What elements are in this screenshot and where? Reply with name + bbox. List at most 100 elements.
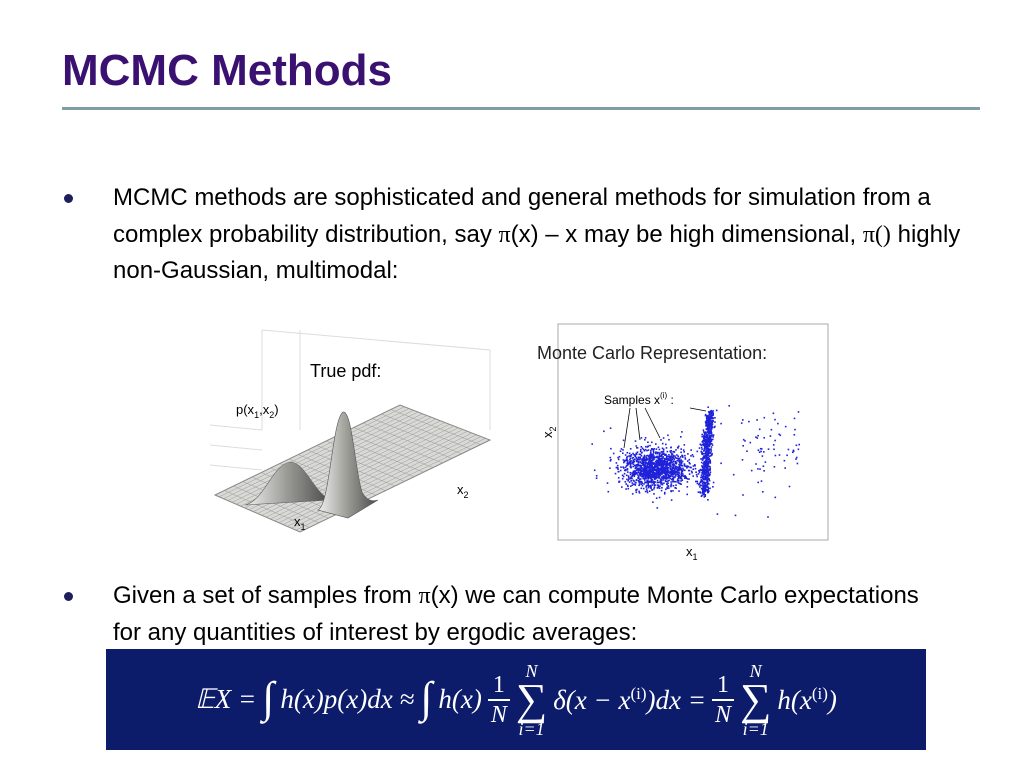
sample-point: [631, 482, 634, 484]
sample-point: [672, 471, 675, 473]
sample-point: [647, 441, 649, 443]
sample-point: [659, 485, 661, 487]
sample-point: [666, 461, 668, 464]
sample-point: [680, 463, 682, 466]
math: )dx =: [646, 684, 706, 715]
sample-point: [764, 461, 767, 463]
sample-point: [694, 465, 696, 467]
sample-point: [706, 418, 708, 421]
sample-point: [609, 460, 612, 462]
sample-point: [702, 443, 704, 446]
sample-point: [659, 478, 662, 480]
sample-point: [632, 465, 634, 468]
sample-point: [703, 435, 705, 437]
sample-point: [702, 471, 704, 473]
sample-point: [658, 451, 660, 454]
sample-point: [707, 499, 709, 501]
sample-point: [680, 477, 683, 480]
sample-point: [712, 481, 715, 484]
bullet-text: MCMC methods are sophisticated and gener…: [113, 180, 963, 290]
sample-point: [644, 468, 646, 470]
sample-point: [626, 478, 628, 481]
sample-point: [638, 453, 641, 456]
sample-point: [664, 474, 667, 476]
sample-point: [677, 447, 679, 449]
sample-point: [684, 477, 686, 479]
sample-point: [709, 448, 712, 451]
sample-point: [672, 478, 674, 480]
sample-point: [643, 464, 645, 466]
sample-point: [656, 481, 659, 484]
pdf-surface: [209, 329, 492, 533]
sample-point: [670, 478, 673, 481]
mesh-line: [219, 406, 405, 498]
sample-point: [728, 405, 730, 407]
sample-point: [707, 477, 709, 479]
sample-point: [757, 468, 759, 470]
sample-point: [792, 451, 794, 454]
sample-point: [670, 459, 673, 462]
sample-point: [709, 460, 712, 463]
sample-point: [649, 456, 651, 458]
sample-point: [648, 473, 650, 475]
sample-point: [704, 494, 707, 496]
mesh-line: [227, 410, 414, 501]
sample-point: [676, 459, 678, 462]
sample-point: [644, 470, 647, 472]
sample-point: [665, 443, 667, 446]
sample-point: [686, 493, 688, 496]
sample-point: [666, 470, 669, 473]
sample-point: [667, 434, 669, 437]
sample-point: [708, 450, 710, 452]
sample-point: [701, 466, 704, 468]
sample-point: [703, 488, 705, 490]
sample-point: [678, 477, 680, 480]
sample-point: [702, 470, 704, 472]
sample-point: [699, 481, 702, 484]
sample-point: [760, 448, 763, 450]
sample-point: [649, 457, 651, 460]
sample-point: [665, 463, 668, 465]
sample-point: [646, 458, 649, 461]
sample-point: [622, 475, 625, 478]
sample-point: [646, 467, 648, 469]
sample-point: [689, 462, 691, 465]
sample-point: [657, 446, 660, 449]
sample-point: [678, 457, 681, 460]
sample-point: [669, 450, 671, 453]
sample-point: [707, 470, 709, 473]
sample-point: [714, 425, 716, 428]
sample-point: [652, 459, 654, 461]
mesh-line: [231, 411, 419, 503]
sample-point: [645, 462, 648, 465]
sample-point: [690, 466, 692, 469]
sample-point: [699, 468, 702, 471]
sample-point: [703, 468, 705, 470]
sample-point: [707, 440, 709, 442]
sample-point: [631, 462, 633, 465]
mesh-line: [233, 485, 320, 524]
sample-point: [641, 484, 644, 487]
math: ∫: [420, 673, 433, 722]
sample-point: [705, 464, 707, 466]
sample-point: [660, 451, 663, 453]
sample-point: [705, 450, 707, 452]
sample-point: [672, 476, 675, 478]
sample-point: [646, 490, 648, 492]
sample-point: [700, 479, 703, 482]
sample-point: [650, 461, 652, 464]
sample-point: [672, 457, 674, 459]
sample-point: [661, 453, 663, 455]
sample-point: [661, 460, 664, 463]
sample-point: [704, 476, 706, 478]
sample-point: [650, 485, 652, 488]
sample-point: [651, 462, 653, 464]
sample-point: [701, 471, 703, 474]
sample-point: [795, 456, 798, 459]
sample-point: [763, 437, 765, 439]
sample-point: [653, 463, 655, 465]
axis-label: x1: [294, 514, 306, 532]
sample-point: [643, 477, 646, 480]
mesh-line: [224, 490, 310, 528]
